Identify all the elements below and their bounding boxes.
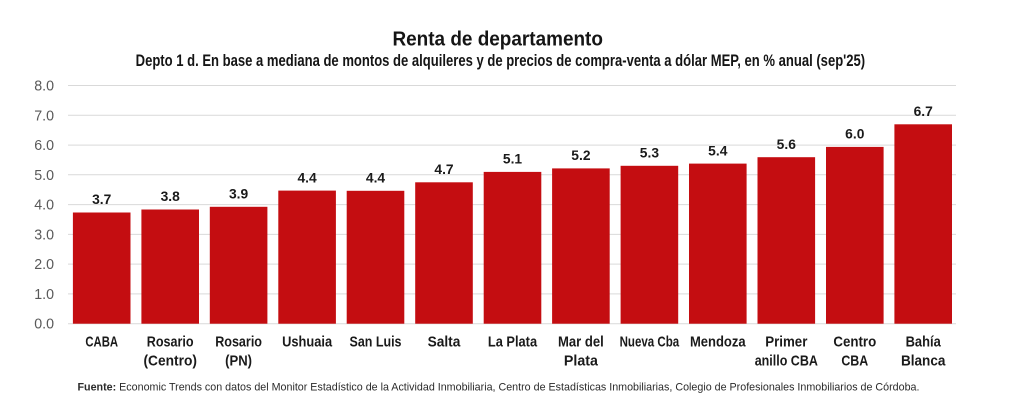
svg-text:2.0: 2.0 bbox=[34, 257, 54, 273]
svg-text:6.0: 6.0 bbox=[34, 138, 54, 154]
svg-text:Bahía: Bahía bbox=[906, 334, 942, 350]
svg-text:4.7: 4.7 bbox=[434, 162, 454, 177]
svg-text:Nueva Cba: Nueva Cba bbox=[620, 334, 680, 350]
svg-text:5.4: 5.4 bbox=[708, 143, 728, 158]
svg-text:4.0: 4.0 bbox=[34, 198, 54, 214]
svg-text:6.7: 6.7 bbox=[914, 104, 934, 119]
svg-text:Salta: Salta bbox=[428, 334, 462, 350]
svg-text:1.0: 1.0 bbox=[34, 287, 54, 303]
svg-text:3.9: 3.9 bbox=[229, 187, 249, 202]
svg-text:Mendoza: Mendoza bbox=[690, 334, 746, 350]
svg-text:Depto 1 d. En base a mediana d: Depto 1 d. En base a mediana de montos d… bbox=[136, 52, 866, 70]
svg-text:Centro: Centro bbox=[833, 334, 876, 350]
svg-text:San Luis: San Luis bbox=[350, 334, 402, 350]
svg-text:Mar del: Mar del bbox=[558, 334, 604, 350]
svg-text:(Centro): (Centro) bbox=[143, 353, 197, 369]
svg-text:8.0: 8.0 bbox=[34, 79, 54, 95]
svg-text:(PN): (PN) bbox=[225, 353, 252, 369]
svg-text:5.2: 5.2 bbox=[571, 148, 591, 163]
svg-text:5.6: 5.6 bbox=[777, 137, 797, 152]
svg-text:4.4: 4.4 bbox=[366, 171, 386, 186]
svg-text:4.4: 4.4 bbox=[298, 170, 318, 185]
svg-text:CBA: CBA bbox=[841, 353, 868, 369]
svg-text:Rosario: Rosario bbox=[215, 334, 262, 350]
svg-text:Renta de departamento: Renta de departamento bbox=[392, 29, 603, 51]
svg-text:Fuente: Economic Trends con da: Fuente: Economic Trends con datos del Mo… bbox=[78, 382, 920, 394]
svg-text:3.8: 3.8 bbox=[161, 189, 181, 204]
svg-text:5.3: 5.3 bbox=[640, 146, 660, 161]
svg-text:La Plata: La Plata bbox=[488, 334, 538, 350]
svg-text:3.0: 3.0 bbox=[34, 227, 54, 243]
svg-text:3.7: 3.7 bbox=[92, 192, 112, 207]
svg-text:CABA: CABA bbox=[85, 334, 118, 350]
svg-text:Primer: Primer bbox=[765, 334, 807, 350]
svg-text:anillo CBA: anillo CBA bbox=[755, 353, 818, 369]
svg-text:Plata: Plata bbox=[564, 353, 599, 369]
svg-text:5.1: 5.1 bbox=[503, 152, 523, 167]
svg-text:6.0: 6.0 bbox=[845, 127, 865, 142]
svg-text:5.0: 5.0 bbox=[34, 168, 54, 184]
svg-text:Blanca: Blanca bbox=[901, 353, 946, 369]
svg-text:Rosario: Rosario bbox=[147, 334, 194, 350]
svg-text:Ushuaia: Ushuaia bbox=[282, 334, 333, 350]
svg-text:0.0: 0.0 bbox=[34, 317, 54, 333]
svg-text:7.0: 7.0 bbox=[34, 108, 54, 124]
